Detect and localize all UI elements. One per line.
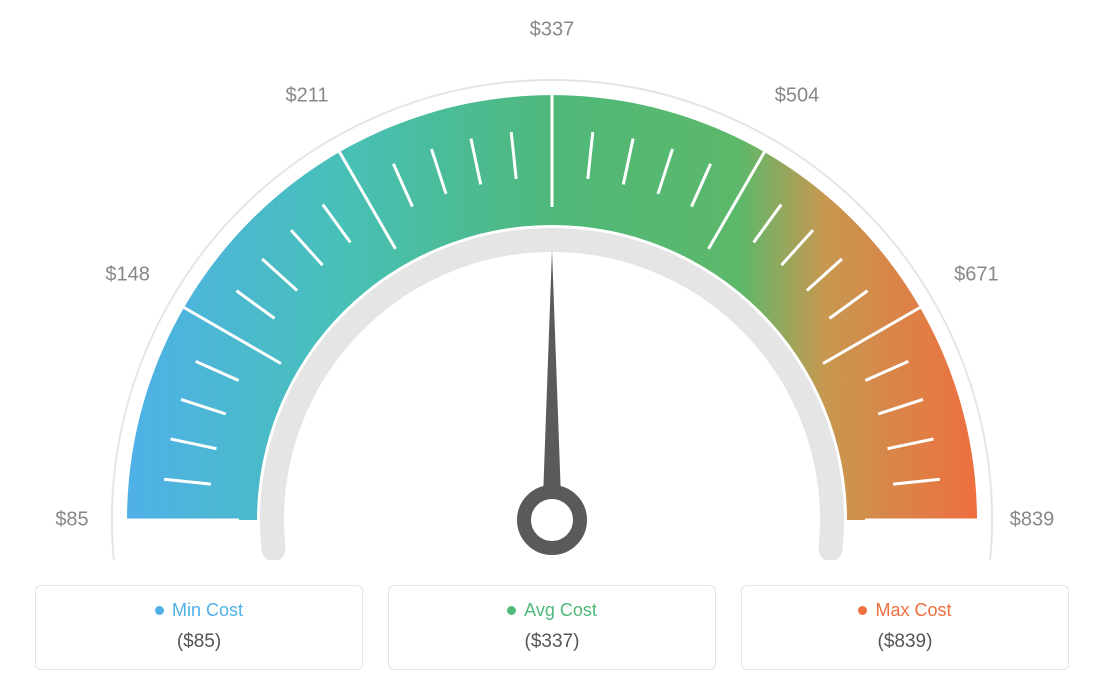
legend-card-max: Max Cost ($839): [741, 585, 1069, 670]
gauge-tick-label: $671: [954, 264, 999, 287]
legend-top-avg: Avg Cost: [399, 600, 705, 621]
legend-value-min: ($85): [46, 631, 352, 653]
gauge-svg: [0, 0, 1104, 560]
cost-gauge-container: $85 $148 $211 $337 $504 $671 $839 Min Cost ($8…: [0, 0, 1104, 690]
legend-label-max: Max Cost: [875, 600, 951, 621]
legend-card-avg: Avg Cost ($337): [388, 585, 716, 670]
legend-top-max: Max Cost: [752, 600, 1058, 621]
dot-min: [155, 606, 164, 615]
legend-label-avg: Avg Cost: [524, 600, 597, 621]
legend-card-min: Min Cost ($85): [35, 585, 363, 670]
gauge-tick-label: $148: [105, 264, 150, 287]
legend-top-min: Min Cost: [46, 600, 352, 621]
legend-label-min: Min Cost: [172, 600, 243, 621]
legend-row: Min Cost ($85) Avg Cost ($337) Max Cost …: [35, 585, 1069, 670]
gauge-tick-label: $337: [530, 19, 575, 42]
gauge-tick-label: $211: [285, 84, 328, 107]
gauge-tick-label: $85: [55, 509, 88, 532]
legend-value-max: ($839): [752, 631, 1058, 653]
gauge-tick-label: $839: [1010, 509, 1055, 532]
legend-value-avg: ($337): [399, 631, 705, 653]
dot-avg: [507, 606, 516, 615]
dot-max: [858, 606, 867, 615]
gauge: $85 $148 $211 $337 $504 $671 $839: [0, 0, 1104, 560]
gauge-tick-label: $504: [775, 84, 820, 107]
